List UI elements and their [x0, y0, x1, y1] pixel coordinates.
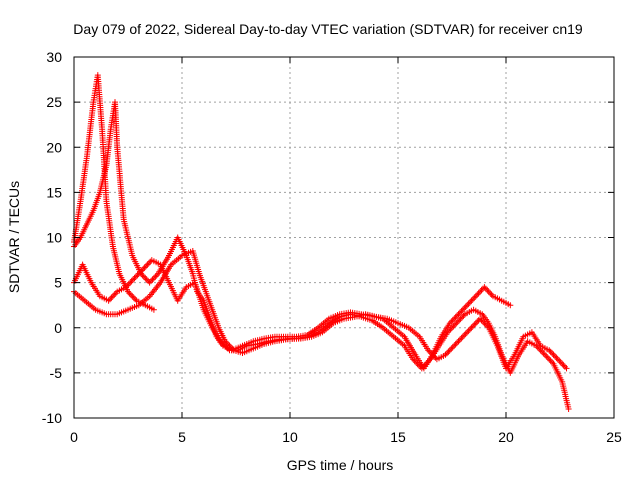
y-tick-label: 5 [54, 275, 62, 291]
data-point [507, 302, 514, 309]
y-tick-label: 30 [46, 49, 62, 65]
data-series [71, 72, 572, 412]
series-track-3 [71, 248, 572, 412]
x-tick-label: 25 [606, 429, 622, 445]
y-tick-label: 20 [46, 139, 62, 155]
y-tick-label: 0 [54, 320, 62, 336]
x-tick-label: 10 [282, 429, 298, 445]
y-axis-ticks: -10 -5 0 5 10 15 20 25 30 [42, 49, 614, 426]
x-axis-ticks: 0 5 10 15 20 25 [70, 57, 622, 445]
data-point [563, 365, 570, 372]
x-axis-label: GPS time / hours [287, 457, 394, 473]
y-tick-label: -5 [50, 365, 63, 381]
series-track-4 [71, 257, 570, 372]
y-tick-label: 25 [46, 94, 62, 110]
y-tick-label: -10 [42, 410, 62, 426]
series-track-1 [71, 72, 157, 313]
chart-title: Day 079 of 2022, Sidereal Day-to-day VTE… [73, 21, 583, 37]
y-axis-label: SDTVAR / TECUs [6, 181, 22, 293]
x-tick-label: 20 [498, 429, 514, 445]
y-tick-label: 15 [46, 184, 62, 200]
x-tick-label: 15 [390, 429, 406, 445]
data-point [150, 306, 157, 313]
x-tick-label: 0 [70, 429, 78, 445]
data-point [565, 406, 572, 412]
series-line [73, 259, 567, 370]
x-tick-label: 5 [178, 429, 186, 445]
y-tick-label: 10 [46, 230, 62, 246]
grid-lines [74, 57, 614, 418]
